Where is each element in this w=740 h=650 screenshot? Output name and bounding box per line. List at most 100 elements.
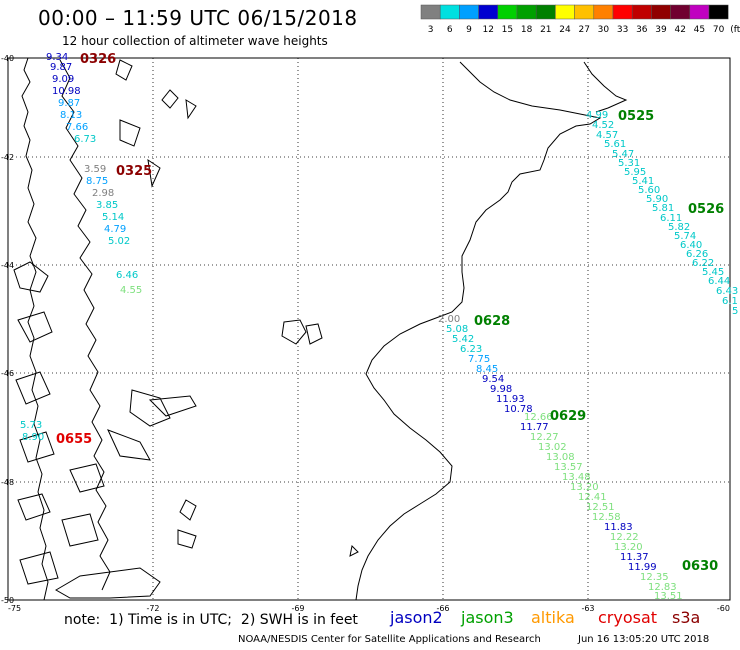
wave-height-value: 5: [732, 306, 738, 317]
wave-height-value: 12.27: [530, 432, 559, 443]
colorbar-tick-label: 3: [428, 25, 434, 35]
wave-height-value: 6.46: [116, 270, 138, 281]
altimeter-pass[interactable]: 3.598.752.983.855.144.795.02 0325: [84, 164, 152, 247]
wave-height-value: 5.95: [624, 167, 646, 178]
wave-height-value: 12.22: [610, 532, 639, 543]
colorbar-tick-label: 6: [447, 25, 453, 35]
altimeter-pass[interactable]: 6.46 4.55: [116, 270, 142, 296]
lat-label: -44: [1, 261, 14, 270]
wave-height-value: 12.58: [592, 512, 621, 523]
colorbar-tick-label: 45: [694, 25, 705, 35]
wave-height-value: 6.1: [722, 296, 738, 307]
wave-height-value: 11.93: [496, 394, 525, 405]
wave-height-value: 9.87: [50, 62, 72, 73]
wave-height-value: 8.90: [22, 432, 44, 443]
legend-satellite-s3a: s3a: [672, 608, 701, 627]
map-frame: [7, 57, 731, 601]
wave-height-value: 12.35: [640, 572, 669, 583]
colorbar-swatch: [439, 4, 460, 20]
wave-height-value: 9.34: [46, 52, 68, 63]
colorbar-swatch: [651, 4, 671, 20]
altimeter-pass[interactable]: 6.115.825.746.406.266.225.456.446.436.15…: [660, 202, 738, 317]
lon-label: -72: [146, 604, 159, 613]
coast-chile-inner: [59, 59, 111, 591]
colorbar-swatch: [612, 4, 633, 20]
wave-height-value: 5.14: [102, 212, 124, 223]
footer-note: note: 1) Time is in UTC; 2) SWH is in fe…: [64, 612, 358, 628]
wave-height-value: 5.02: [108, 236, 130, 247]
colorbar-swatch: [670, 4, 691, 20]
wave-height-value: 10.78: [504, 404, 533, 415]
wave-height-value: 11.83: [604, 522, 633, 533]
altimeter-pass[interactable]: 12.6611.7712.2713.0213.0813.5713.4813.20…: [520, 409, 621, 523]
wave-height-value: 13.51: [654, 591, 683, 602]
legend-satellite-jason3: jason3: [461, 608, 514, 627]
altimeter-pass[interactable]: 2.005.085.426.237.758.459.549.9811.9310.…: [438, 314, 533, 415]
graticule: [8, 58, 730, 600]
wave-height-value: 5.90: [646, 194, 668, 205]
lat-label: -48: [1, 478, 14, 487]
colorbar-tick-label: 36: [636, 25, 648, 35]
colorbar-swatch: [478, 4, 499, 20]
lon-label: -60: [717, 604, 730, 613]
wave-height-value: 3.85: [96, 200, 118, 211]
wave-height-value: 2.00: [438, 314, 460, 325]
wave-height-value: 4.52: [592, 120, 614, 131]
pass-time-label: 0630: [682, 559, 718, 574]
colorbar-tick-label: 42: [674, 25, 685, 35]
colorbar-swatch: [593, 4, 614, 20]
wave-height-value: 5.42: [452, 334, 474, 345]
colorbar-tick-label: 30: [598, 25, 610, 35]
altimeter-pass[interactable]: 11.8312.2213.2011.3711.9912.3512.8313.51…: [604, 522, 718, 602]
altimeter-pass[interactable]: 5.738.90 0655: [20, 420, 92, 447]
colorbar-swatch: [689, 4, 710, 20]
colorbar-tick-label: 70: [713, 25, 725, 35]
altimeter-pass[interactable]: 4.994.524.575.615.475.315.955.415.605.90…: [586, 109, 674, 214]
legend-satellite-altika: altika: [531, 608, 575, 627]
render-timestamp: Jun 16 13:05:20 UTC 2018: [578, 634, 710, 645]
wave-height-value: 8.45: [476, 364, 498, 375]
wave-height-value: 5.47: [612, 149, 634, 160]
wave-height-value: 9.09: [52, 74, 74, 85]
pass-time-label: 0526: [688, 202, 724, 217]
coast-tierra-del-fuego: [55, 499, 197, 599]
wave-height-value: 13.20: [614, 542, 643, 553]
wave-height-value: 4.57: [596, 130, 618, 141]
wave-height-value: 5.73: [20, 420, 42, 431]
wave-height-value: 13.08: [546, 452, 575, 463]
coastline: [13, 57, 628, 601]
wave-height-value: 5.82: [668, 222, 690, 233]
wave-height-value: 6.44: [708, 276, 730, 287]
wave-height-value: 12.51: [586, 502, 615, 513]
wave-height-value: 10.98: [52, 86, 81, 97]
wave-height-value: 4.99: [586, 110, 608, 121]
colorbar-unit: (ft): [730, 25, 740, 35]
coast-argentina: [355, 61, 602, 601]
colorbar-swatch: [574, 4, 595, 20]
wave-height-value: 12.83: [648, 582, 677, 593]
wave-height-value: 8.75: [86, 176, 108, 187]
wave-height-value: 6.73: [74, 134, 96, 145]
wave-height-value: 9.54: [482, 374, 504, 385]
lat-label: -42: [1, 153, 14, 162]
wave-height-value: 12.66: [524, 412, 553, 423]
colorbar-tick-label: 15: [502, 25, 513, 35]
wave-height-value: 8.13: [60, 110, 82, 121]
lon-label: -75: [8, 604, 21, 613]
legend-satellite-cryosat: cryosat: [598, 608, 658, 627]
wave-height-value: 11.77: [520, 422, 549, 433]
wave-height-value: 9.87: [58, 98, 80, 109]
pass-time-label: 0655: [56, 432, 92, 447]
colorbar-swatch: [459, 4, 479, 20]
wave-height-value: 6.22: [692, 258, 714, 269]
wave-height-value: 11.37: [620, 552, 649, 563]
lon-label: -63: [581, 604, 594, 613]
colorbar-tick-label: 9: [466, 25, 472, 35]
wave-height-value: 5.81: [652, 203, 674, 214]
wave-height-value: 11.99: [628, 562, 657, 573]
lat-label: -40: [1, 54, 14, 63]
wave-height-value: 9.98: [490, 384, 512, 395]
wave-height-value: 3.59: [84, 164, 106, 175]
